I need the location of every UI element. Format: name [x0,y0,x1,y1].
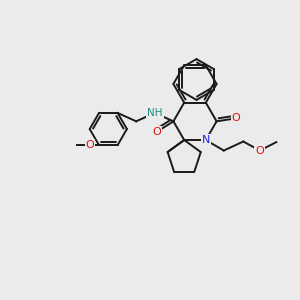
Text: N: N [202,135,210,145]
Text: O: O [232,113,241,123]
Text: O: O [152,127,161,137]
Text: NH: NH [147,108,163,118]
Text: O: O [255,146,264,155]
Text: O: O [85,140,94,150]
